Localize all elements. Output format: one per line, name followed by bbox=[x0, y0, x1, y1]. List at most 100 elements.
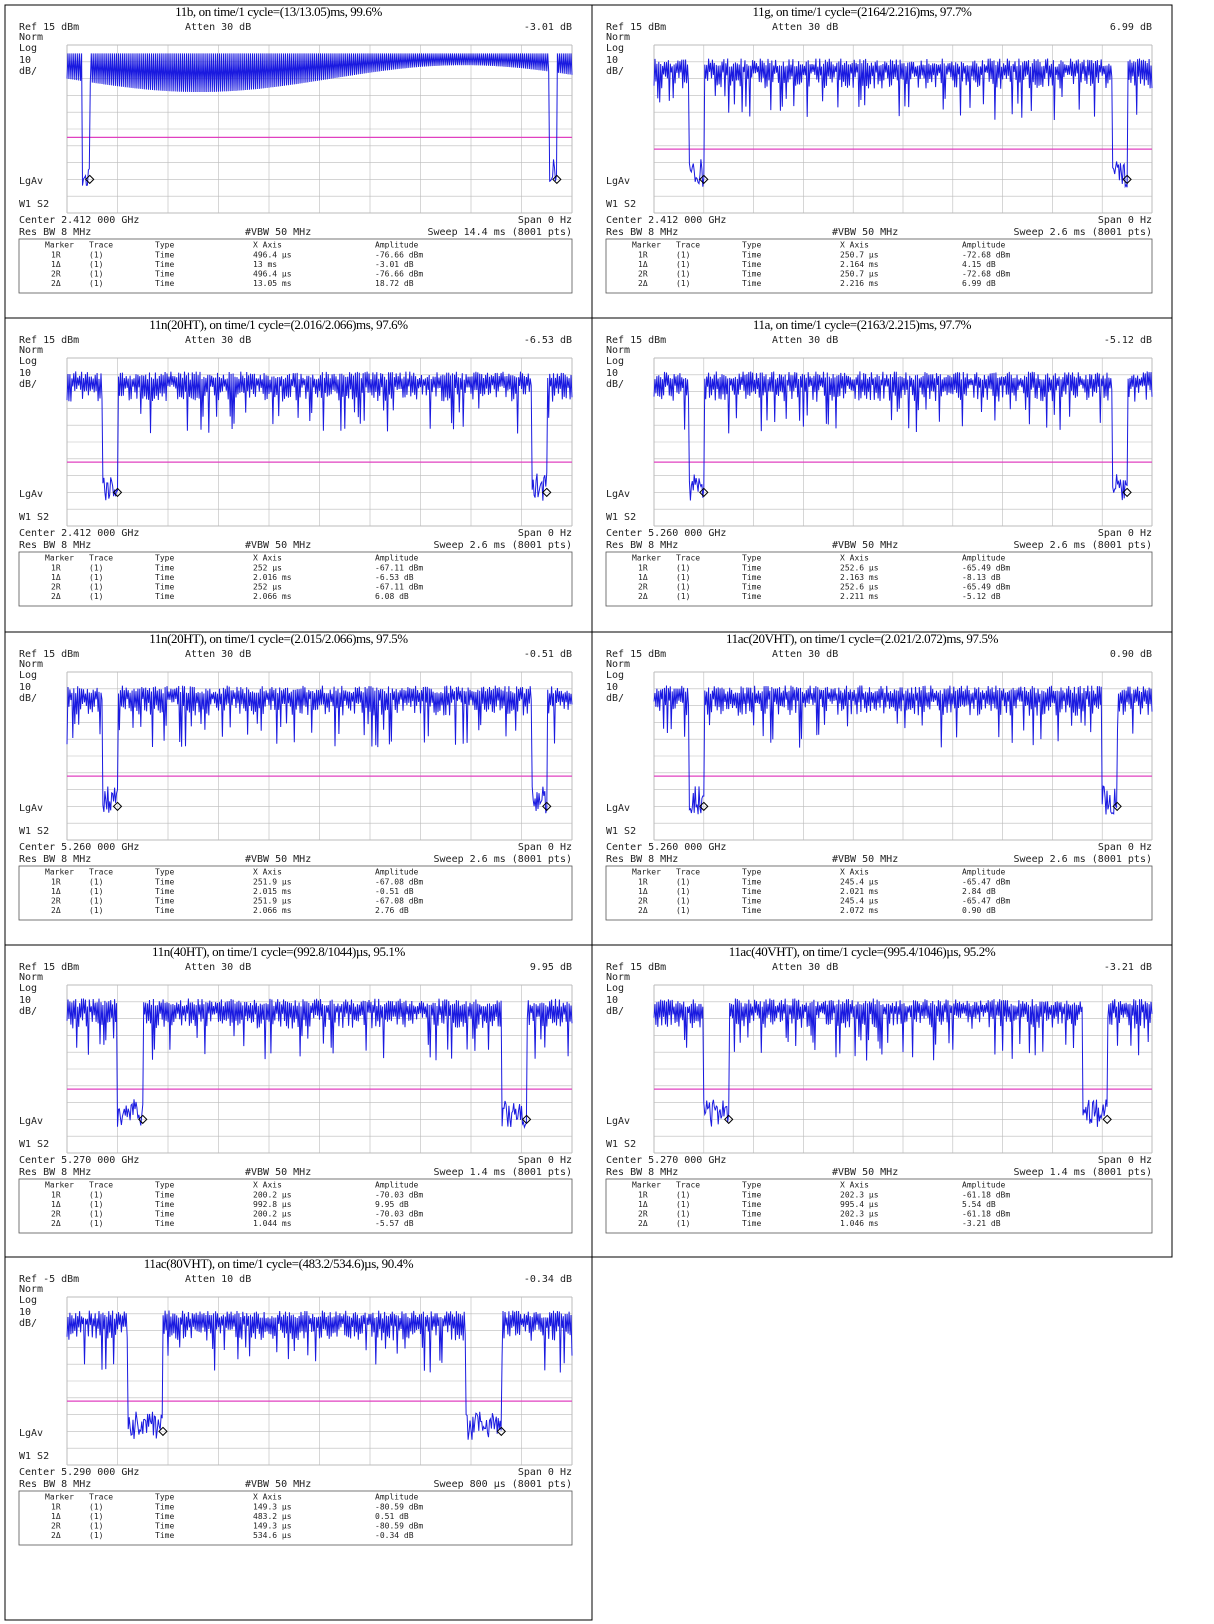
marker-cell: 995.4 µs bbox=[840, 1200, 879, 1209]
marker-cell: Time bbox=[155, 279, 174, 288]
marker-cell: 2Δ bbox=[638, 279, 648, 288]
marker-table-box bbox=[18, 1178, 573, 1234]
marker-cell: Time bbox=[155, 878, 174, 887]
panel-title: 11n(20HT), on time/1 cycle=(2.016/2.066)… bbox=[149, 317, 408, 332]
side-label: dB/ bbox=[19, 379, 37, 390]
marker-header: Amplitude bbox=[962, 868, 1006, 877]
panel-border bbox=[591, 944, 1173, 1258]
marker-header: Type bbox=[742, 868, 761, 877]
span: Span 0 Hz bbox=[1098, 215, 1152, 226]
marker-cell: Time bbox=[155, 1191, 174, 1200]
marker-cell: -6.53 dB bbox=[375, 573, 414, 582]
marker-cell: 2R bbox=[51, 270, 61, 279]
marker-cell: 2Δ bbox=[51, 906, 61, 915]
marker-diamond bbox=[699, 487, 709, 498]
center-freq: Center 2.412 000 GHz bbox=[606, 215, 726, 226]
span: Span 0 Hz bbox=[518, 1155, 572, 1166]
graticule bbox=[653, 357, 1153, 527]
vbw: #VBW 50 MHz bbox=[832, 1167, 898, 1178]
side-label: 10 bbox=[19, 368, 31, 379]
marker-cell: -70.03 dBm bbox=[375, 1191, 423, 1200]
marker-cell: 250.7 µs bbox=[840, 251, 879, 260]
attenuation: Atten 30 dB bbox=[185, 22, 251, 33]
side-label: Log bbox=[606, 983, 624, 994]
marker-cell: (1) bbox=[676, 564, 690, 573]
marker-cell: Time bbox=[155, 1522, 174, 1531]
side-label: LgAv bbox=[606, 803, 630, 814]
marker-cell: (1) bbox=[676, 573, 690, 582]
marker-cell: (1) bbox=[676, 1191, 690, 1200]
marker-cell: 0.90 dB bbox=[962, 906, 996, 915]
side-label: dB/ bbox=[19, 1006, 37, 1017]
marker-cell: Time bbox=[742, 251, 761, 260]
panel: 11ac(20VHT), on time/1 cycle=(2.021/2.07… bbox=[591, 631, 1173, 946]
marker-cell: 2.164 ms bbox=[840, 260, 879, 269]
panel-title: 11ac(20VHT), on time/1 cycle=(2.021/2.07… bbox=[726, 631, 999, 646]
marker-header: Amplitude bbox=[962, 1181, 1006, 1190]
vbw: #VBW 50 MHz bbox=[245, 1167, 311, 1178]
marker-diamond bbox=[1122, 487, 1132, 498]
marker-cell: (1) bbox=[89, 1522, 103, 1531]
marker-cell: -5.12 dB bbox=[962, 592, 1001, 601]
vbw: #VBW 50 MHz bbox=[245, 854, 311, 865]
ref-level: Ref 15 dBm bbox=[19, 335, 79, 346]
graticule bbox=[66, 1296, 573, 1466]
marker-header: Type bbox=[155, 1493, 174, 1502]
marker-cell: 496.4 µs bbox=[253, 270, 292, 279]
marker-cell: -80.59 dBm bbox=[375, 1503, 423, 1512]
marker-diamond bbox=[112, 801, 123, 812]
marker-cell: (1) bbox=[676, 1210, 690, 1219]
marker-cell: Time bbox=[742, 573, 761, 582]
marker-diamond bbox=[1112, 801, 1122, 812]
span: Span 0 Hz bbox=[518, 528, 572, 539]
marker-diamond bbox=[542, 487, 552, 498]
attenuation: Atten 30 dB bbox=[185, 962, 251, 973]
marker-cell: 200.2 µs bbox=[253, 1191, 292, 1200]
marker-header: Trace bbox=[89, 1181, 113, 1190]
marker-cell: 483.2 µs bbox=[253, 1512, 292, 1521]
center-freq: Center 5.290 000 GHz bbox=[19, 1467, 139, 1478]
side-label: 10 bbox=[606, 368, 618, 379]
marker-readout: -3.21 dB bbox=[1104, 962, 1152, 973]
marker-header: X Axis bbox=[253, 1493, 282, 1502]
marker-cell: -70.03 dBm bbox=[375, 1210, 423, 1219]
marker-cell: 2R bbox=[51, 1522, 61, 1531]
marker-readout: -3.01 dB bbox=[524, 22, 572, 33]
marker-header: Marker bbox=[632, 554, 661, 563]
marker-diamond bbox=[138, 1114, 148, 1125]
marker-cell: 2Δ bbox=[51, 592, 61, 601]
ref-level: Ref 15 dBm bbox=[19, 22, 79, 33]
marker-cell: Time bbox=[155, 564, 174, 573]
marker-cell: 2.066 ms bbox=[253, 906, 292, 915]
marker-header: X Axis bbox=[253, 868, 282, 877]
side-label: LgAv bbox=[19, 803, 43, 814]
side-label: Norm bbox=[606, 972, 630, 983]
side-label: LgAv bbox=[606, 1116, 630, 1127]
marker-header: Trace bbox=[676, 1181, 700, 1190]
marker-header: Amplitude bbox=[375, 1181, 419, 1190]
marker-header: Amplitude bbox=[375, 241, 419, 250]
marker-header: Amplitude bbox=[375, 868, 419, 877]
marker-cell: Time bbox=[155, 1531, 174, 1540]
marker-cell: Time bbox=[155, 906, 174, 915]
marker-cell: (1) bbox=[676, 592, 690, 601]
ref-level: Ref 15 dBm bbox=[606, 962, 666, 973]
sweep: Sweep 2.6 ms (8001 pts) bbox=[1014, 854, 1152, 865]
marker-header: Type bbox=[155, 1181, 174, 1190]
marker-cell: Time bbox=[742, 906, 761, 915]
marker-cell: -67.11 dBm bbox=[375, 583, 423, 592]
marker-diamond bbox=[552, 174, 562, 185]
marker-cell: 496.4 µs bbox=[253, 251, 292, 260]
marker-table-box bbox=[605, 551, 1153, 607]
span: Span 0 Hz bbox=[1098, 1155, 1152, 1166]
marker-cell: -0.34 dB bbox=[375, 1531, 414, 1540]
marker-header: X Axis bbox=[840, 554, 869, 563]
marker-cell: 1R bbox=[638, 1191, 648, 1200]
marker-cell: 250.7 µs bbox=[840, 270, 879, 279]
marker-cell: Time bbox=[155, 1512, 174, 1521]
marker-cell: -67.08 dBm bbox=[375, 897, 423, 906]
trace bbox=[653, 58, 1153, 189]
marker-cell: Time bbox=[742, 1219, 761, 1228]
marker-cell: -67.08 dBm bbox=[375, 878, 423, 887]
